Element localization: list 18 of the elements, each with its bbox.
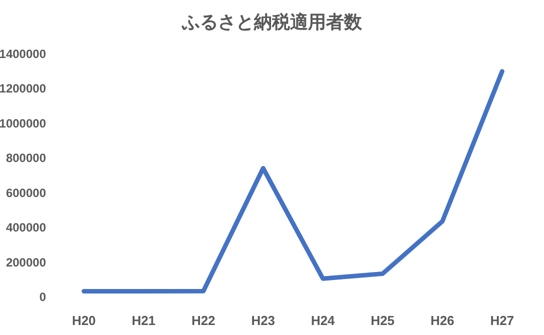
y-tick-label: 0 <box>39 290 46 304</box>
x-tick-label: H24 <box>310 313 336 328</box>
y-tick-label: 1000000 <box>0 116 46 130</box>
y-tick-label: 400000 <box>6 220 46 235</box>
x-tick-label: H27 <box>490 313 514 328</box>
y-tick-label: 600000 <box>6 186 46 200</box>
chart-title: ふるさと納税適用者数 <box>181 12 363 32</box>
y-tick-label: 800000 <box>6 151 46 166</box>
line-series <box>82 69 504 294</box>
y-tick-label: 200000 <box>6 255 46 270</box>
x-tick-label: H21 <box>132 313 156 328</box>
y-tick-label: 1200000 <box>0 82 46 96</box>
y-tick-label: 1400000 <box>0 47 46 61</box>
x-tick-label: H26 <box>430 313 454 328</box>
x-tick-label: H20 <box>72 313 96 328</box>
x-tick-label: H23 <box>251 313 276 328</box>
x-tick-label: H22 <box>191 313 216 328</box>
x-tick-label: H25 <box>370 313 395 328</box>
